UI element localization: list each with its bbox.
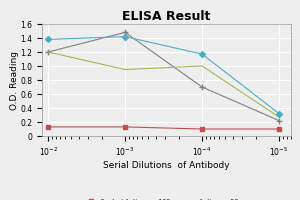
Line: Antigen= 100ng: Antigen= 100ng [46,35,281,116]
Antigen= 50ng [46,51,50,53]
Control Antigen = 100ng [277,128,281,130]
Antigen= 100ng [277,112,281,115]
Antigen= 100ng [46,38,50,41]
Control Antigen = 100ng [200,128,204,130]
Antigen= 100ng [123,35,127,38]
Line: Control Antigen = 100ng: Control Antigen = 100ng [46,125,281,131]
Control Antigen = 100ng [46,126,50,128]
Antigen= 10ng [277,119,281,122]
Antigen= 50ng [123,68,127,71]
Antigen= 50ng [200,65,204,67]
Antigen= 100ng [200,53,204,55]
Y-axis label: O.D. Reading: O.D. Reading [10,50,19,110]
Line: Antigen= 50ng: Antigen= 50ng [48,52,279,117]
Legend: Control Antigen = 100ng, Antigen= 10ng, Antigen= 50ng, Antigen= 100ng: Control Antigen = 100ng, Antigen= 10ng, … [82,197,251,200]
Control Antigen = 100ng [123,126,127,128]
Antigen= 10ng [200,86,204,88]
Antigen= 10ng [123,31,127,34]
Antigen= 10ng [46,51,50,53]
Antigen= 50ng [277,116,281,118]
Title: ELISA Result: ELISA Result [122,10,211,23]
Line: Antigen= 10ng: Antigen= 10ng [45,29,283,124]
X-axis label: Serial Dilutions  of Antibody: Serial Dilutions of Antibody [103,161,230,170]
